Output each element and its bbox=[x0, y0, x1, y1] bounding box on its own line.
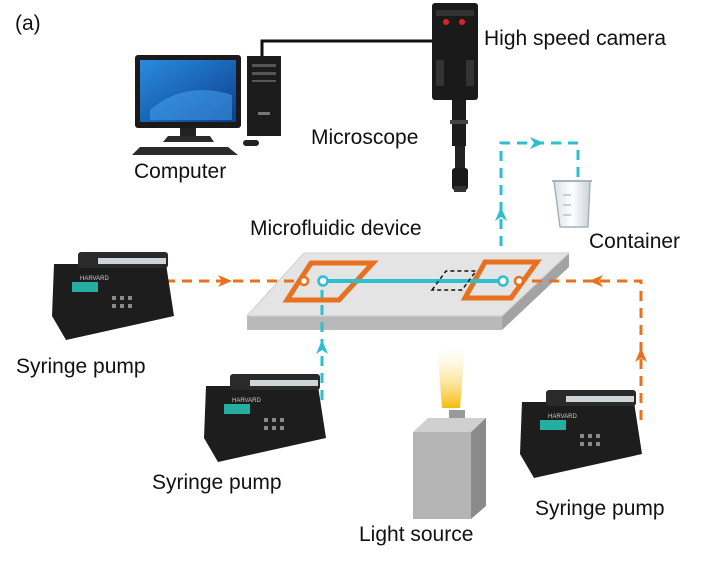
pump-right-label: Syringe pump bbox=[535, 497, 665, 520]
device-label: Microfluidic device bbox=[250, 217, 422, 240]
computer-label: Computer bbox=[134, 160, 227, 183]
pump-middle-label: Syringe pump bbox=[152, 471, 282, 494]
pump-brand-middle: HARVARD bbox=[232, 398, 261, 404]
microscope-label: Microscope bbox=[311, 126, 419, 149]
pump-left-label: Syringe pump bbox=[16, 355, 146, 378]
syringe-pump-middle-icon: HARVARD bbox=[204, 374, 326, 462]
container-label: Container bbox=[589, 230, 681, 253]
computer-icon bbox=[132, 55, 281, 155]
syringe-pump-left-icon: HARVARD bbox=[52, 252, 174, 340]
panel-label: (a) bbox=[15, 12, 41, 35]
right-inlet-arrow-up bbox=[635, 348, 647, 362]
right-inlet-arrow-left bbox=[589, 275, 603, 287]
microfluidic-device bbox=[245, 252, 571, 330]
camera-icon bbox=[432, 3, 478, 100]
outlet-arrow-up bbox=[495, 207, 507, 221]
light-source-icon bbox=[413, 346, 486, 519]
container-icon bbox=[552, 180, 592, 228]
camera-cable bbox=[260, 39, 432, 56]
pump-brand-left: HARVARD bbox=[80, 276, 109, 282]
syringe-pump-right-icon: HARVARD bbox=[520, 390, 642, 478]
right-inlet-flow-line bbox=[525, 279, 643, 420]
pump-brand-right: HARVARD bbox=[548, 414, 577, 420]
middle-inlet-arrow bbox=[316, 340, 328, 354]
outlet-arrow-right bbox=[530, 137, 544, 149]
camera-label: High speed camera bbox=[484, 27, 667, 50]
microscope-icon bbox=[450, 100, 468, 192]
left-inlet-arrow bbox=[218, 275, 232, 287]
light-source-label: Light source bbox=[359, 523, 474, 546]
